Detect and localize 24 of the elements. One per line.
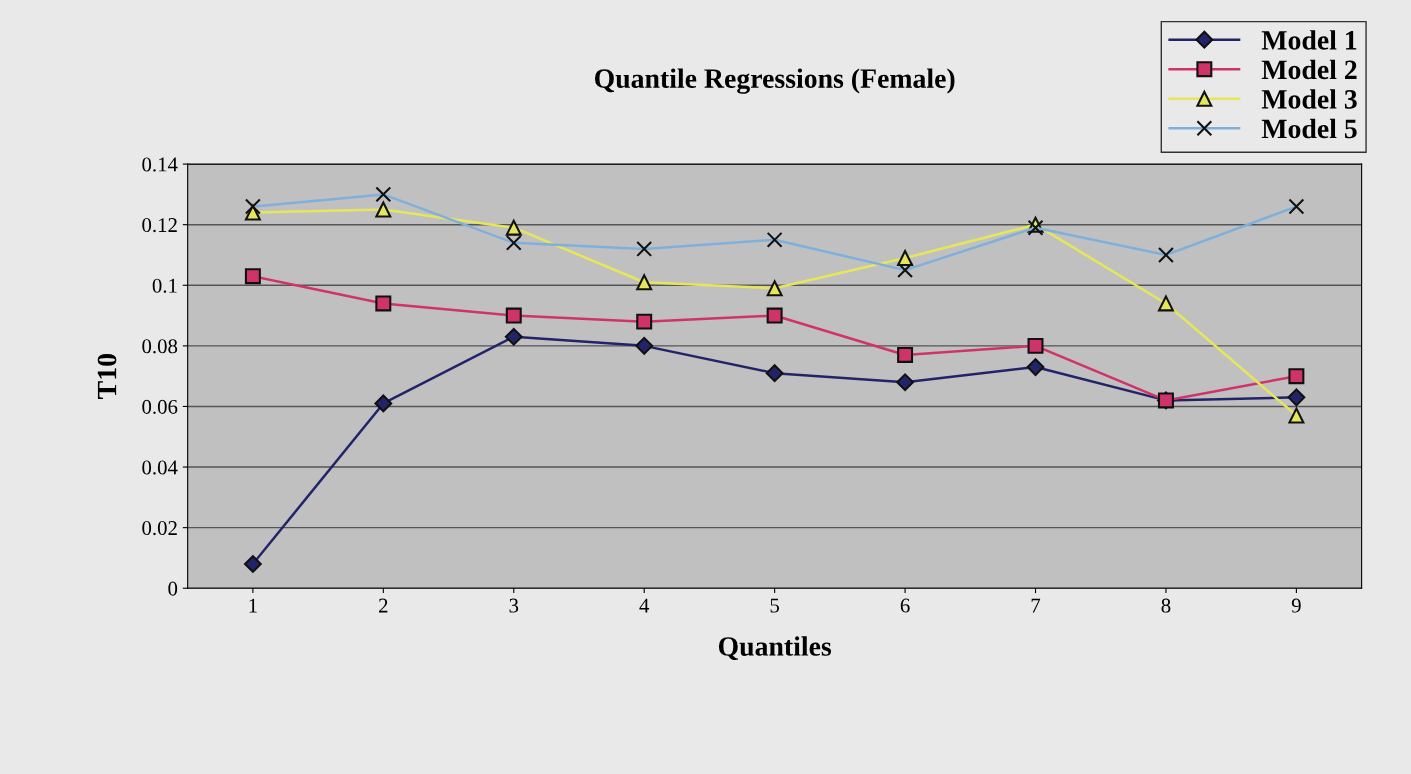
x-tick-label: 2 bbox=[379, 598, 388, 613]
y-tick-label: 0.12 bbox=[142, 218, 177, 233]
y-tick-label: 0.14 bbox=[142, 157, 178, 172]
legend-label: Model 3 bbox=[1261, 89, 1357, 109]
legend-label: Model 5 bbox=[1261, 118, 1357, 139]
x-axis-title: Quantiles bbox=[718, 636, 832, 661]
x-tick-label: 9 bbox=[1291, 598, 1301, 613]
legend-label: Model 1 bbox=[1261, 30, 1357, 50]
x-tick-label: 8 bbox=[1161, 598, 1171, 613]
x-tick-label: 1 bbox=[249, 598, 257, 613]
chart-title: Quantile Regressions (Female) bbox=[594, 68, 955, 94]
y-tick-label: 0.02 bbox=[142, 521, 177, 536]
y-tick-label: 0.08 bbox=[142, 339, 178, 354]
x-tick-label: 4 bbox=[639, 598, 650, 613]
y-tick-label: 0.1 bbox=[152, 278, 177, 293]
y-tick-label: 0.04 bbox=[142, 460, 178, 475]
legend-label: Model 2 bbox=[1261, 59, 1357, 80]
x-tick-label: 7 bbox=[1031, 598, 1041, 613]
x-tick-label: 3 bbox=[509, 598, 519, 613]
y-axis-title: T10 bbox=[97, 354, 117, 399]
x-tick-label: 6 bbox=[900, 598, 910, 613]
y-tick-label: 0 bbox=[168, 581, 178, 596]
y-tick-label: 0.06 bbox=[142, 399, 178, 414]
x-tick-label: 5 bbox=[770, 598, 780, 613]
